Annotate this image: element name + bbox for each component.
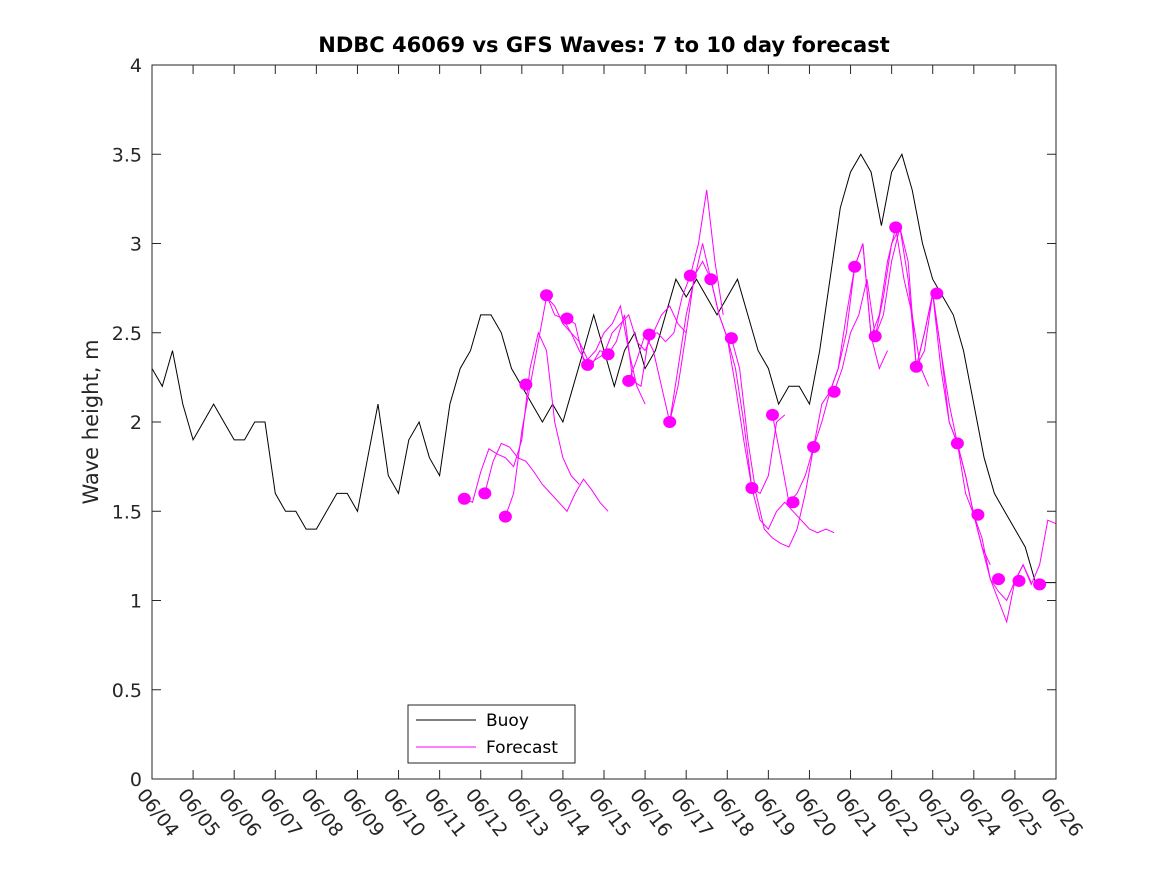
forecast-trace-3 xyxy=(546,295,687,366)
forecast-point-1 xyxy=(478,487,492,500)
forecast-trace-11 xyxy=(915,293,1057,624)
forecast-point-20 xyxy=(868,330,882,343)
y-tick-label: 0 xyxy=(130,769,142,791)
plot-frame xyxy=(151,64,1057,780)
forecast-point-22 xyxy=(909,360,923,373)
forecast-point-8 xyxy=(622,374,636,387)
forecast-point-7 xyxy=(601,348,615,361)
forecast-point-10 xyxy=(663,416,677,428)
x-tick-label: 06/24 xyxy=(954,785,1005,842)
y-tick-label: 0.5 xyxy=(112,680,142,702)
x-tick-label: 06/26 xyxy=(1036,785,1087,842)
y-tick-label: 2 xyxy=(130,412,142,434)
x-tick-label: 06/25 xyxy=(995,785,1046,842)
forecast-point-27 xyxy=(1012,574,1026,587)
forecast-point-23 xyxy=(930,287,944,300)
forecast-point-0 xyxy=(457,492,471,505)
forecast-point-28 xyxy=(1033,578,1047,591)
chart-title: NDBC 46069 vs GFS Waves: 7 to 10 day for… xyxy=(318,33,889,57)
x-tick-label: 06/15 xyxy=(584,785,635,842)
x-tick-label: 06/16 xyxy=(625,785,676,842)
forecast-point-4 xyxy=(540,289,553,302)
y-tick-label: 3.5 xyxy=(112,144,142,166)
y-tick-label: 1 xyxy=(130,591,142,613)
forecast-point-17 xyxy=(807,441,821,453)
x-tick-label: 06/14 xyxy=(543,785,594,842)
forecast-point-18 xyxy=(827,385,841,398)
x-tick-label: 06/06 xyxy=(214,785,265,842)
forecast-trace-8 xyxy=(772,227,930,504)
legend-forecast-label: Forecast xyxy=(486,738,558,758)
series-layer xyxy=(151,153,1057,624)
x-tick-label: 06/23 xyxy=(913,785,964,842)
y-axis-label: Wave height, m xyxy=(79,339,103,504)
y-tick-label: 3 xyxy=(130,234,142,256)
forecast-trace-1 xyxy=(484,442,609,513)
x-tick-label: 06/04 xyxy=(132,785,183,842)
forecast-trace-9 xyxy=(833,227,991,566)
forecast-point-26 xyxy=(992,573,1005,586)
forecast-point-3 xyxy=(519,378,533,391)
forecast-point-2 xyxy=(498,510,512,523)
forecast-point-13 xyxy=(724,332,738,345)
x-tick-label: 06/08 xyxy=(296,785,347,842)
forecast-point-25 xyxy=(971,508,985,521)
x-tick-label: 06/18 xyxy=(707,785,758,842)
x-tick-label: 06/17 xyxy=(666,785,717,842)
forecast-point-14 xyxy=(745,482,759,494)
forecast-point-21 xyxy=(889,221,903,234)
forecast-point-24 xyxy=(950,437,964,450)
x-tick-label: 06/13 xyxy=(502,785,553,842)
forecast-point-5 xyxy=(560,312,574,325)
x-tick-label: 06/12 xyxy=(461,785,512,842)
forecast-trace-0 xyxy=(464,331,580,503)
x-tick-label: 06/22 xyxy=(872,785,923,842)
legend: Buoy Forecast xyxy=(407,704,576,764)
forecast-trace-7 xyxy=(730,243,888,548)
forecast-point-16 xyxy=(786,496,800,509)
forecast-trace-10 xyxy=(874,225,1032,602)
forecast-point-12 xyxy=(704,273,718,286)
x-tick-label: 06/09 xyxy=(338,785,389,842)
y-tick-label: 1.5 xyxy=(112,501,142,523)
x-tick-label: 06/19 xyxy=(748,785,799,842)
x-tick-label: 06/07 xyxy=(255,785,306,842)
forecast-point-9 xyxy=(642,328,656,341)
x-tick-label: 06/21 xyxy=(831,785,882,842)
legend-buoy-label: Buoy xyxy=(486,711,529,731)
y-tick-label: 4 xyxy=(130,55,142,77)
forecast-trace-5 xyxy=(628,243,786,495)
legend-box xyxy=(407,704,576,764)
forecast-point-11 xyxy=(683,269,697,282)
x-tick-label: 06/10 xyxy=(379,785,430,842)
x-tick-label: 06/05 xyxy=(173,785,224,842)
y-tick-label: 2.5 xyxy=(112,323,142,345)
forecast-point-15 xyxy=(766,408,779,421)
forecast-point-19 xyxy=(848,260,862,273)
forecast-point-6 xyxy=(581,358,595,371)
forecast-trace-2 xyxy=(504,295,646,517)
x-tick-label: 06/20 xyxy=(790,785,841,842)
x-tick-label: 06/11 xyxy=(420,785,471,842)
axis-layer: 00.511.522.533.5406/0406/0506/0606/0706/… xyxy=(112,55,1087,841)
